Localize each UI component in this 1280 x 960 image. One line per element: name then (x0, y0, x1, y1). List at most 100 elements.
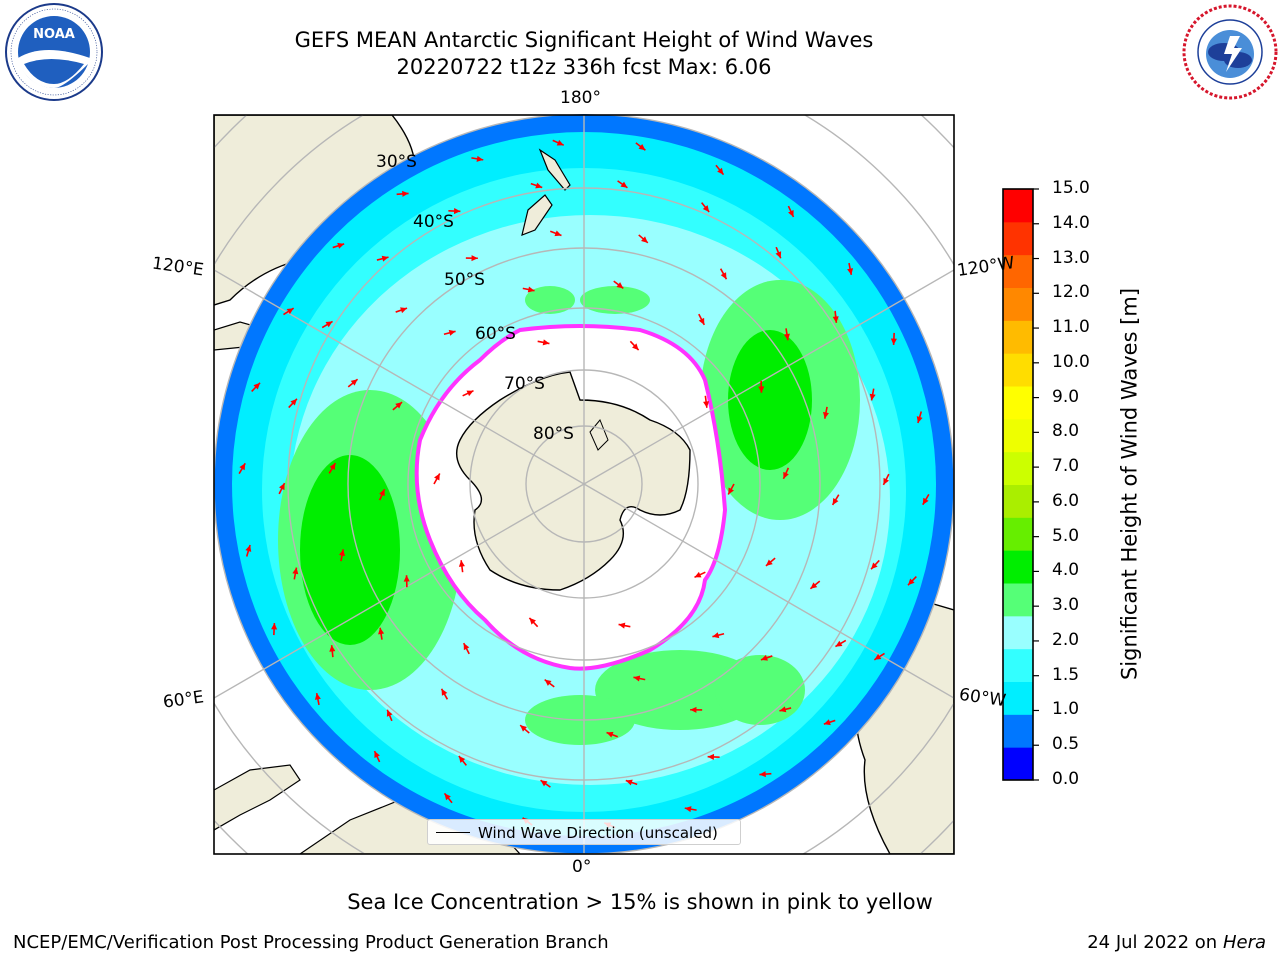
wind-wave-arrowhead (402, 190, 409, 197)
wind-wave-arrowhead (527, 286, 535, 293)
wind-wave-arrowhead (444, 793, 451, 801)
colorbar-segment (1003, 254, 1033, 288)
wind-wave-arrowhead (765, 559, 773, 566)
colorbar-segment (1003, 320, 1033, 354)
wind-wave-arrowhead (556, 139, 564, 146)
wind-wave-arrowhead (779, 706, 787, 713)
wind-wave-arrowhead (698, 317, 705, 325)
wind-wave-arrowhead (476, 155, 484, 162)
footer-host: Hera (1222, 932, 1266, 953)
colorbar-segment (1003, 221, 1033, 256)
wind-wave-arrowhead (350, 379, 358, 386)
colorbar-tick-label: 14.0 (1052, 212, 1090, 233)
wind-wave-arrowhead (890, 338, 897, 345)
wind-wave-arrowhead (871, 562, 878, 570)
legend-label: Wind Wave Direction (unscaled) (478, 824, 718, 842)
colorbar-tick-label: 13.0 (1052, 247, 1090, 268)
wind-wave-arrowhead (535, 182, 543, 189)
wind-wave-arrowhead (542, 339, 550, 346)
colorbar-tick-label: 0.5 (1052, 734, 1080, 755)
wind-wave-arrowhead (379, 489, 385, 497)
wind-wave-arrowhead (325, 321, 333, 328)
colorbar-tick-label: 4.0 (1052, 560, 1080, 581)
wind-wave-arrowhead (466, 390, 474, 397)
wind-wave-arrowhead (728, 487, 734, 495)
colorbar-segment (1003, 747, 1033, 781)
wind-wave-arrowhead (633, 675, 641, 682)
lat-label-40s: 40°S (413, 212, 454, 232)
lat-label-60s: 60°S (475, 324, 516, 344)
wind-wave-arrowhead (759, 771, 766, 778)
wind-wave-arrowhead (544, 679, 552, 686)
wind-wave-arrowhead (314, 693, 321, 700)
wind-wave-arrowhead (339, 549, 346, 557)
lon-label-0: 0° (572, 857, 592, 877)
lat-label-80s: 80°S (533, 424, 574, 444)
colorbar-tick-label: 0.0 (1052, 769, 1080, 789)
chart-subtitle: 20220722 t12z 336h fcst Max: 6.06 (396, 55, 772, 79)
wind-wave-arrowhead (329, 645, 336, 652)
wind-wave-arrowhead (441, 688, 448, 696)
wind-wave-arrows (238, 139, 930, 829)
footer-date-text: 24 Jul 2022 on (1087, 932, 1223, 953)
wind-wave-arrowhead (758, 386, 765, 393)
colorbar-tick-label: 15.0 (1052, 178, 1090, 198)
map-legend: Wind Wave Direction (unscaled) (427, 819, 741, 845)
lat-label-30s: 30°S (376, 152, 417, 172)
wind-wave-arrowhead (832, 497, 839, 505)
wind-wave-arrowhead (239, 463, 246, 471)
wind-wave-arrowhead (329, 463, 336, 471)
lat-label-70s: 70°S (504, 374, 545, 394)
svg-text:NOAA: NOAA (33, 27, 75, 42)
colorbar-segment (1003, 517, 1033, 551)
wind-wave-arrowhead (823, 719, 831, 726)
wind-wave-arrowhead (374, 751, 380, 759)
colorbar-tick-label: 12.0 (1052, 282, 1090, 303)
wind-wave-arrowhead (684, 806, 692, 813)
colorbar-segment (1003, 418, 1033, 453)
colorbar-segment (1003, 648, 1033, 682)
wind-wave-arrowhead (783, 471, 789, 479)
wind-wave-arrowhead (620, 181, 628, 188)
colorbar-segment (1003, 386, 1033, 420)
colorbar-tick-label: 9.0 (1052, 386, 1080, 407)
lon-label-180: 180° (560, 88, 601, 108)
graticule (214, 115, 954, 854)
wind-wave-arrowhead (618, 622, 626, 629)
wind-wave-arrowhead (717, 167, 724, 175)
colorbar-tick-label: 3.0 (1052, 595, 1080, 616)
wind-wave-arrowhead (386, 709, 393, 717)
noaa-logo: NOAA (5, 3, 103, 101)
wind-wave-arrowhead (616, 282, 624, 289)
wind-wave-arrowhead (448, 329, 456, 336)
colorbar-segment (1003, 484, 1033, 518)
wind-wave-arrowhead (694, 571, 702, 578)
wind-wave-arrowhead (788, 209, 794, 217)
footer-date: 24 Jul 2022 on Hera (1087, 932, 1266, 953)
wind-wave-arrowhead (337, 242, 345, 249)
map-frame (213, 114, 955, 855)
lat-label-50s: 50°S (444, 270, 485, 290)
colorbar-label: Significant Height of Wind Waves [m] (1117, 287, 1142, 681)
wind-wave-arrowhead (253, 382, 261, 390)
wind-wave-arrowhead (638, 143, 646, 151)
colorbar-segment (1003, 714, 1033, 748)
colorbar-tick-label: 6.0 (1052, 490, 1080, 511)
wind-wave-arrowhead (403, 575, 410, 582)
wind-wave-arrowhead (463, 643, 470, 651)
colorbar-segment (1003, 451, 1033, 485)
wind-wave-arrowhead (279, 483, 285, 491)
wind-wave-arrowhead (400, 307, 408, 314)
wind-wave-arrowhead (290, 398, 297, 406)
colorbar-tick-label: 5.0 (1052, 525, 1080, 546)
wind-wave-arrowhead (832, 316, 839, 323)
wind-wave-arrowhead (916, 416, 923, 424)
legend-line-icon (436, 832, 470, 833)
wind-wave-arrowhead (835, 640, 843, 647)
wind-wave-arrowhead (606, 731, 614, 738)
wind-wave-arrowhead (554, 230, 562, 237)
wind-wave-arrowhead (922, 497, 929, 505)
colorbar-segment (1003, 353, 1033, 387)
wind-wave-arrowhead (810, 582, 818, 589)
wind-wave-arrowhead (874, 653, 882, 660)
